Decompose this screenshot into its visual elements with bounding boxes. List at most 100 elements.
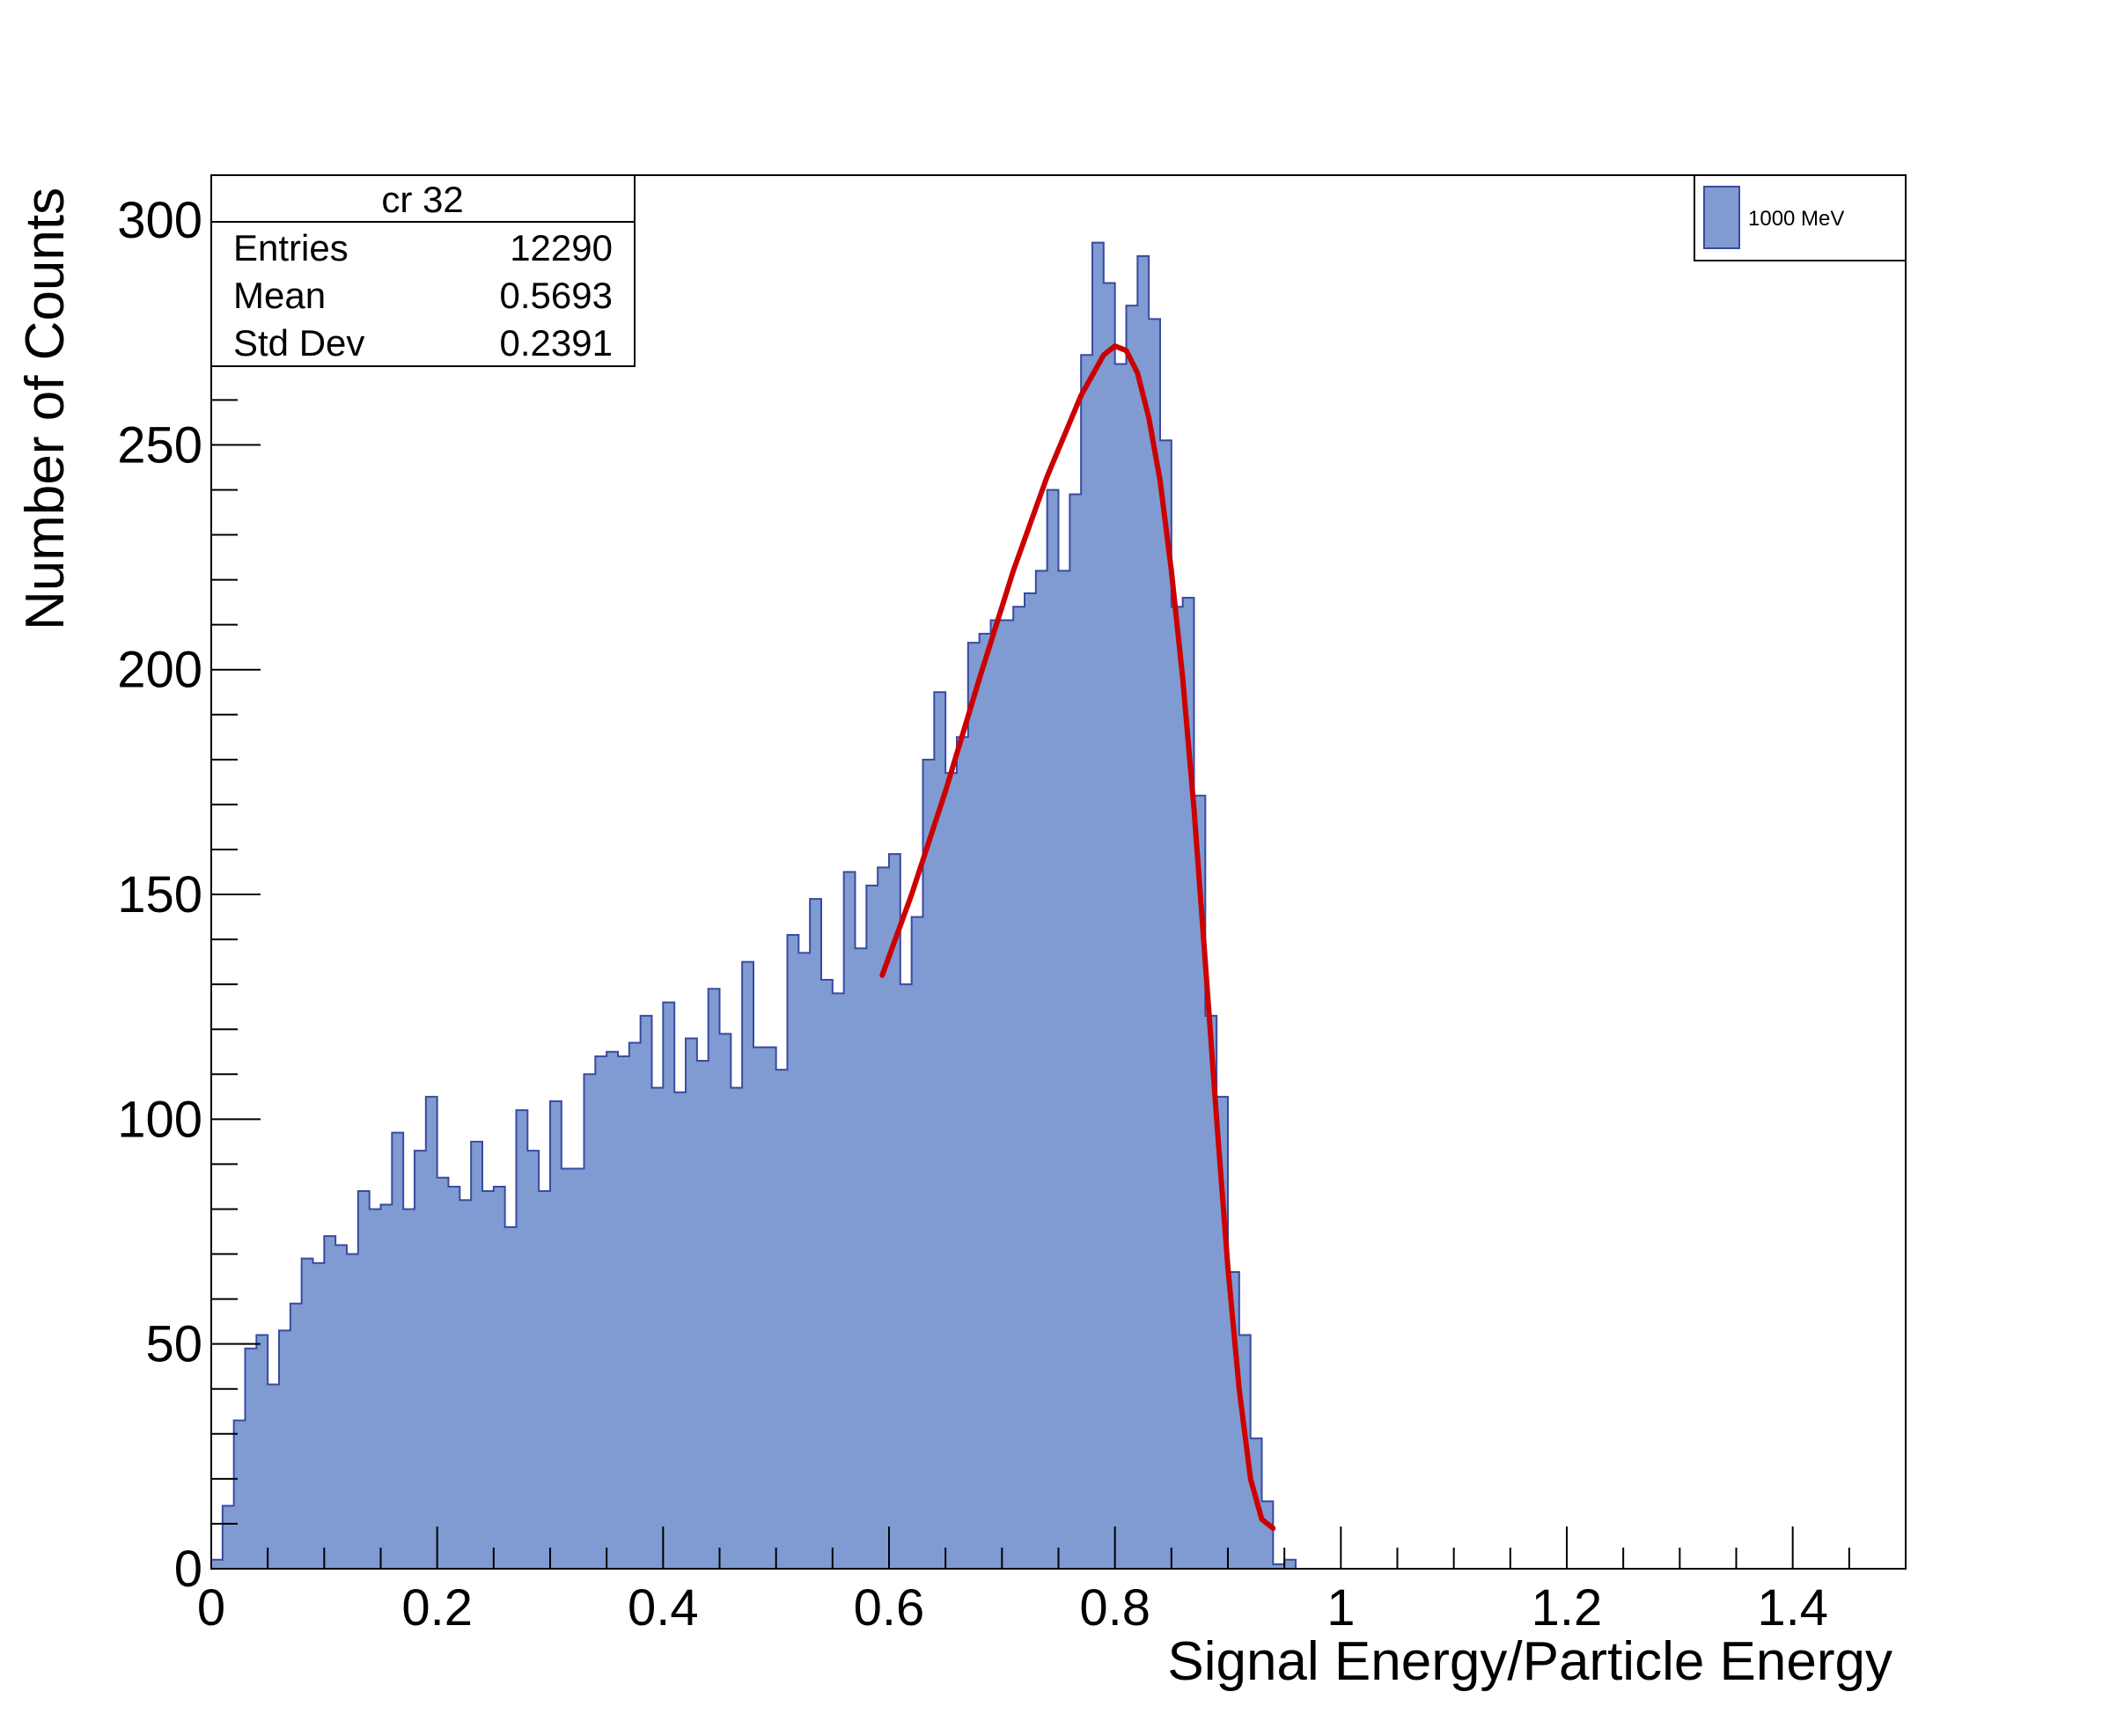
histogram-bar [572,1168,585,1569]
y-tick-label: 300 [117,192,202,249]
histogram-bar [1002,620,1014,1569]
y-tick-label: 250 [117,416,202,474]
histogram-bar [651,1087,664,1569]
histogram-bar [256,1335,268,1569]
histogram-bar [798,953,811,1569]
x-tick-label: 0.6 [854,1579,925,1637]
histogram-bar [1058,570,1070,1570]
y-tick-label: 100 [117,1091,202,1148]
x-tick-label: 0.2 [401,1579,473,1637]
histogram-bar [301,1258,314,1569]
histogram-bar [957,737,969,1569]
x-tick-label: 0.8 [1079,1579,1150,1637]
histogram-bar [731,1087,743,1569]
y-tick-label: 0 [174,1541,202,1598]
stats-mean-label: Mean [233,275,326,316]
stats-stddev-label: Std Dev [233,322,364,364]
histogram-bar [335,1245,348,1569]
histogram-bar [889,854,901,1569]
stats-mean-value: 0.5693 [500,275,613,316]
histogram-bar [527,1151,540,1569]
histogram-bar [1025,592,1037,1569]
histogram-bar [403,1209,415,1569]
histogram-bar [1081,355,1093,1569]
x-tick-label: 1.2 [1532,1579,1603,1637]
histogram-bar [561,1168,574,1569]
axis-ticks [210,174,1907,1570]
histogram-bar [347,1254,359,1569]
y-axis-title: Number of Counts [15,188,76,630]
histogram-bar [764,1047,777,1569]
histogram-bar [279,1330,291,1569]
histogram-bar [753,1047,766,1569]
histogram-bar [628,1042,642,1569]
histogram-bar [493,1186,506,1569]
histogram-bar [1126,305,1138,1569]
histogram-bar [922,759,935,1569]
histogram-bar [696,1060,709,1569]
histogram-bar [1013,607,1025,1569]
histogram-bar [775,1070,789,1569]
histogram-bar [1137,255,1150,1569]
y-tick-label: 150 [117,866,202,923]
histogram-bar [211,1559,224,1569]
stats-box: cr 32 Entries 12290 Mean 0.5693 Std Dev … [210,174,636,367]
stats-stddev-value: 0.2391 [500,322,613,364]
histogram-bar [539,1191,551,1569]
stats-entries-label: Entries [233,227,349,268]
histogram-bar [866,885,878,1569]
histogram-bar [233,1420,246,1569]
histogram-bar [245,1348,257,1569]
histogram-bar [595,1056,607,1569]
stats-title: cr 32 [381,179,463,220]
histogram-bar [900,984,913,1569]
y-tick-label: 200 [117,642,202,699]
histogram-bar [1149,319,1161,1569]
histogram-bar [979,633,992,1569]
histogram-bar [1047,489,1060,1569]
x-tick-label: 1 [1326,1579,1355,1637]
histogram-bar [369,1209,382,1569]
histogram-bar [448,1186,460,1569]
histogram-bar [878,867,890,1569]
x-axis-title: Signal Energy/Particle Energy [1167,1631,1892,1692]
histogram-bar [945,773,958,1569]
histogram-bar [222,1505,235,1569]
histogram-bar [1171,607,1184,1569]
histogram-bar [380,1204,393,1569]
legend-swatch [1703,186,1740,249]
legend: 1000 MeV [1694,174,1907,261]
histogram-bar [415,1151,427,1569]
histogram-bars [211,242,1297,1570]
histogram-bar [1160,440,1172,1569]
y-tick-label: 50 [145,1316,202,1373]
histogram-bar [810,899,822,1569]
histogram-bar [719,1034,731,1569]
histogram-bar [674,1092,687,1569]
histogram-bar [1069,494,1082,1569]
x-tick-label: 0 [197,1579,225,1637]
histogram-bar [312,1262,325,1569]
histogram-bar [911,916,924,1569]
histogram-bar [268,1384,280,1569]
histogram-bar [1035,570,1048,1570]
histogram-bar [516,1110,528,1569]
histogram-bar [459,1200,472,1569]
histogram-bar [1103,283,1116,1570]
histogram-bar [1194,795,1206,1569]
histogram-bar [843,872,856,1569]
legend-label: 1000 MeV [1748,207,1844,231]
axis-tick-labels: 0 0.2 0.4 0.6 0.8 1 1.2 1.4 0 50 100 150 200 250 300 [117,192,1828,1637]
histogram-bar [357,1191,371,1569]
histogram-bar [832,993,845,1569]
histogram-bar [392,1132,404,1569]
stats-entries-value: 12290 [510,227,613,268]
histogram-bar [606,1051,619,1569]
histogram-bar [708,989,721,1569]
histogram-bar [855,948,867,1569]
histogram-bar [290,1303,303,1569]
histogram-bar [1284,1559,1297,1569]
histogram-bar [618,1056,630,1569]
histogram-bar [1273,1563,1285,1569]
